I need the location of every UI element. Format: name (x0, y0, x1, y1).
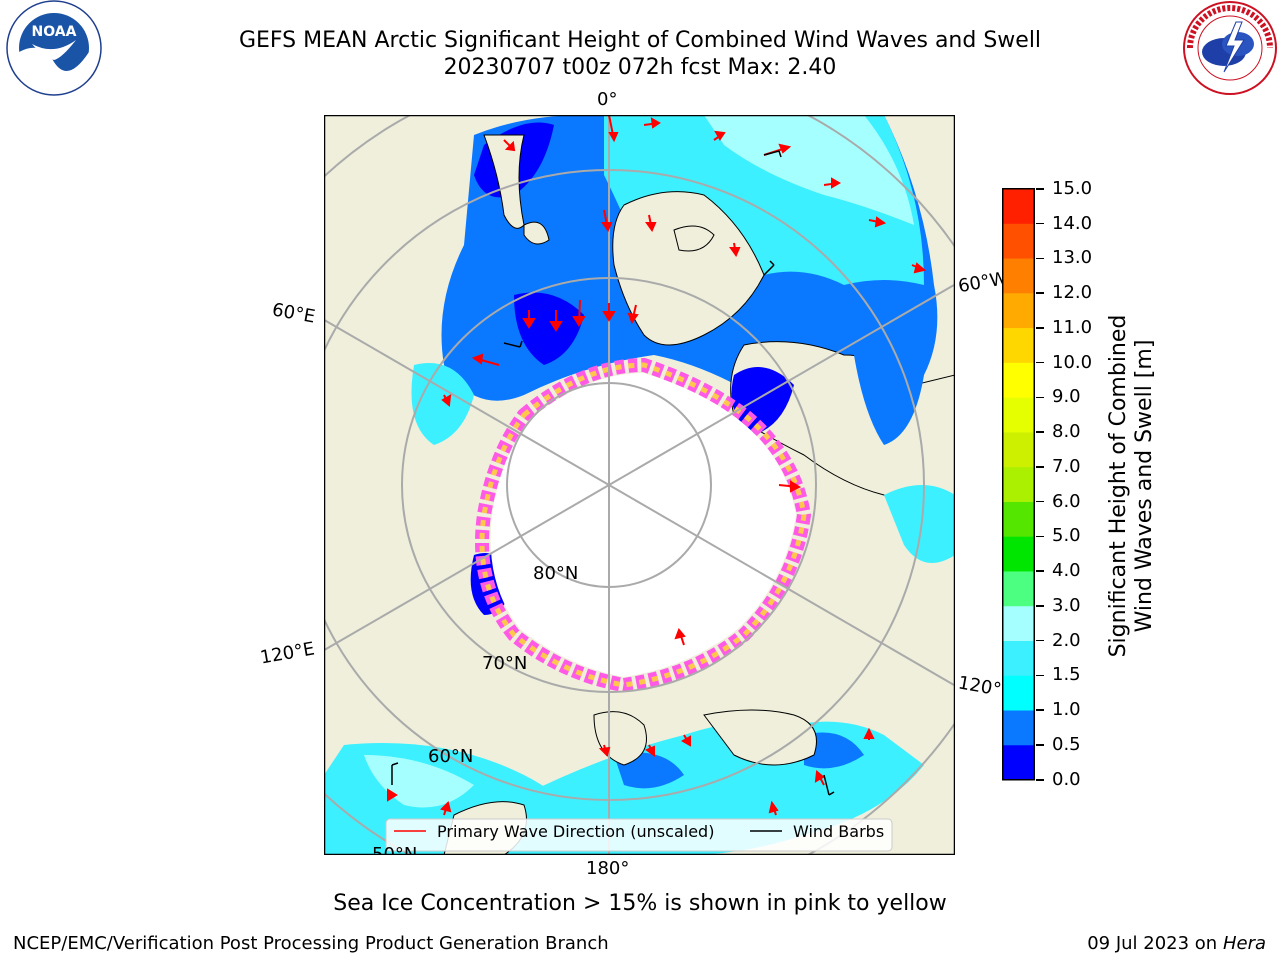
arctic-map: Primary Wave Direction (unscaled) Wind B… (324, 115, 955, 855)
colorbar-segment (1002, 258, 1035, 294)
lat-label-80: 80°N (533, 563, 578, 584)
lon-label-60e: 60°E (270, 299, 317, 328)
colorbar-tick-mark (1036, 327, 1044, 329)
colorbar-tick-mark (1036, 535, 1044, 538)
colorbar-segment (1002, 710, 1035, 746)
colorbar-segment (1002, 432, 1035, 468)
colorbar-label-line2: Wind Waves and Swell [m] (1132, 339, 1157, 633)
wave-arrows (387, 115, 927, 816)
colorbar-tick-mark (1036, 222, 1044, 225)
colorbar-label-line1: Significant Height of Combined (1106, 314, 1131, 658)
map-legend (385, 818, 893, 852)
map-title: GEFS MEAN Arctic Significant Height of C… (238, 28, 1042, 53)
colorbar-tick-mark (1036, 257, 1044, 260)
greenland (612, 191, 765, 346)
noaa-logo: NOAA (6, 0, 102, 96)
colorbar-tick-mark (1036, 396, 1044, 399)
sea-ice-edge-yellow (479, 362, 807, 688)
lon-label-180: 180° (586, 858, 630, 879)
colorbar-segment (1002, 605, 1035, 641)
colorbar-tick-label: 8.0 (1052, 421, 1081, 443)
graticule (324, 115, 955, 855)
colorbar-tick-mark (1036, 779, 1044, 781)
colorbar-segment (1002, 536, 1035, 572)
colorbar-tick-mark (1036, 361, 1044, 364)
colorbar-tick-mark (1036, 466, 1044, 468)
colorbar-segment (1002, 397, 1035, 433)
colorbar-tick-label: 4.0 (1052, 560, 1081, 582)
machine-name: Hera (1222, 933, 1266, 954)
colorbar-segment (1002, 744, 1035, 781)
sea-ice-caption: Sea Ice Concentration > 15% is shown in … (333, 891, 947, 916)
colorbar-tick-label: 11.0 (1052, 316, 1093, 338)
colorbar-segment (1002, 466, 1035, 502)
ocean-greenland-deep (514, 292, 584, 365)
colorbar-tick-mark (1036, 431, 1044, 433)
colorbar-tick-mark (1036, 570, 1044, 572)
colorbar-tick-label: 1.0 (1052, 699, 1081, 721)
lat-label-60: 60°N (428, 746, 473, 767)
colorbar-segment (1002, 675, 1035, 711)
colorbar-tick-label: 0.5 (1052, 733, 1081, 755)
colorbar-segment (1002, 223, 1035, 259)
legend-wind-label: Wind Barbs (793, 822, 884, 841)
colorbar-tick-label: 2.0 (1052, 629, 1081, 651)
credit-text: NCEP/EMC/Verification Post Processing Pr… (13, 933, 609, 954)
colorbar-tick-label: 7.0 (1052, 455, 1081, 477)
colorbar-segment (1002, 571, 1035, 607)
colorbar-segment (1002, 188, 1035, 224)
colorbar-tick-label: 0.0 (1052, 768, 1081, 790)
colorbar-tick-label: 1.5 (1052, 664, 1081, 686)
legend-wave-label: Primary Wave Direction (unscaled) (437, 822, 714, 841)
colorbar-tick-label: 12.0 (1052, 282, 1093, 304)
colorbar (1002, 188, 1035, 781)
colorbar-segment (1002, 293, 1035, 329)
wind-barbs (391, 150, 835, 796)
colorbar-tick-mark (1036, 709, 1044, 711)
colorbar-segment (1002, 501, 1035, 537)
colorbar-tick-mark (1036, 674, 1044, 677)
nws-logo (1183, 1, 1277, 95)
colorbar-segment (1002, 327, 1035, 363)
colorbar-tick-label: 9.0 (1052, 386, 1081, 408)
sea-ice (490, 373, 796, 677)
iceland (673, 225, 715, 252)
colorbar-tick-label: 15.0 (1052, 177, 1093, 199)
colorbar-tick-label: 5.0 (1052, 525, 1081, 547)
ocean-atlantic-light (704, 115, 914, 225)
colorbar-segment (1002, 362, 1035, 398)
colorbar-tick-mark (1036, 744, 1044, 746)
lat-label-70: 70°N (482, 653, 527, 674)
svalbard (523, 221, 550, 245)
lat-label-50: 50°N (372, 844, 417, 855)
colorbar-tick-label: 6.0 (1052, 490, 1081, 512)
lon-label-120w: 120° (956, 672, 1003, 701)
run-date: 09 Jul 2023 on Hera (1087, 933, 1266, 954)
colorbar-tick-mark (1036, 500, 1044, 503)
lon-label-0: 0° (597, 89, 618, 110)
colorbar-tick-label: 14.0 (1052, 212, 1093, 234)
colorbar-tick-label: 3.0 (1052, 594, 1081, 616)
ocean-hudson (854, 352, 924, 445)
colorbar-tick-mark (1036, 605, 1044, 607)
noaa-logo-text: NOAA (32, 24, 77, 40)
colorbar-tick-mark (1036, 639, 1044, 642)
colorbar-label: Significant Height of Combined Wind Wave… (1102, 300, 1162, 670)
colorbar-tick-mark (1036, 292, 1044, 294)
map-subtitle: 20230707 t00z 072h fcst Max: 2.40 (443, 55, 837, 80)
map-frame (324, 115, 955, 855)
lon-label-120e: 120°E (258, 638, 317, 669)
colorbar-tick-mark (1036, 188, 1044, 190)
colorbar-segment (1002, 640, 1035, 676)
colorbar-tick-label: 13.0 (1052, 247, 1093, 269)
run-date-text: 09 Jul 2023 on (1087, 933, 1223, 954)
colorbar-tick-label: 10.0 (1052, 351, 1093, 373)
